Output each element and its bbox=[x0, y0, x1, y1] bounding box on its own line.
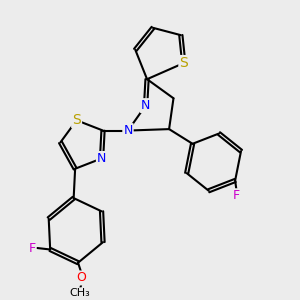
Text: N: N bbox=[123, 124, 133, 137]
Text: F: F bbox=[233, 189, 240, 202]
Text: CH₃: CH₃ bbox=[70, 288, 91, 298]
Text: O: O bbox=[77, 272, 86, 284]
Text: F: F bbox=[28, 242, 35, 254]
Text: S: S bbox=[179, 56, 188, 70]
Text: N: N bbox=[97, 152, 106, 165]
Text: N: N bbox=[141, 99, 150, 112]
Text: S: S bbox=[72, 113, 81, 127]
